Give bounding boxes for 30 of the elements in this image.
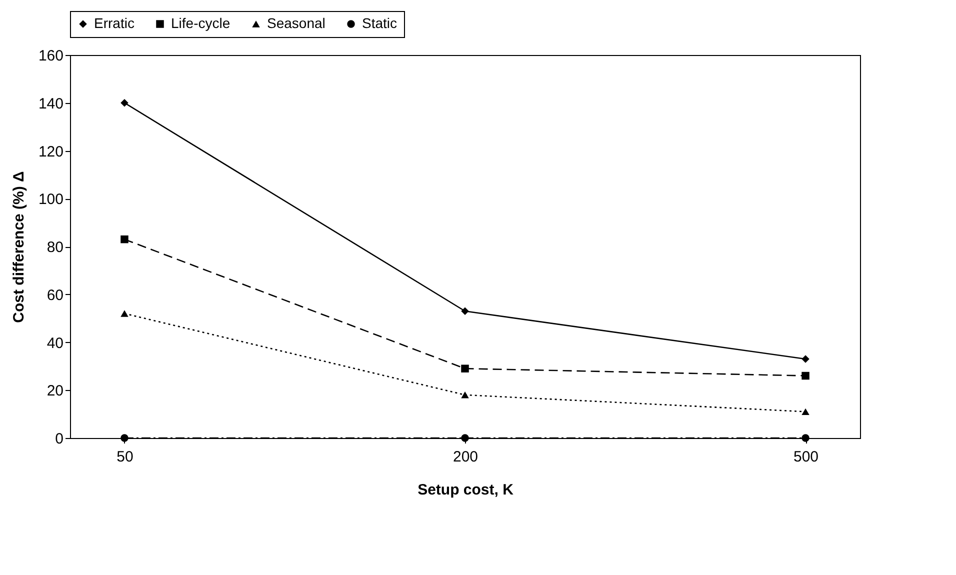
- y-tick-label: 100: [38, 191, 64, 208]
- x-tick-label: 500: [794, 448, 819, 466]
- point: [802, 372, 810, 380]
- point: [120, 310, 128, 317]
- legend-label: Life-cycle: [171, 15, 230, 31]
- legend-label: Erratic: [94, 15, 134, 31]
- point: [461, 434, 469, 442]
- legend-label: Static: [362, 15, 398, 31]
- point: [120, 99, 128, 107]
- point: [120, 434, 128, 442]
- y-tick-label: 80: [46, 239, 64, 256]
- point: [461, 307, 469, 316]
- y-tick-label: 160: [38, 48, 64, 64]
- y-tick-label: 0: [55, 430, 64, 448]
- point: [120, 235, 128, 244]
- point: [461, 392, 469, 398]
- point: [802, 408, 810, 416]
- point: [802, 355, 810, 363]
- x-tick-label: 50: [116, 448, 134, 466]
- x-axis-title: Setup cost, K: [418, 482, 514, 498]
- y-tick-label: 20: [46, 382, 64, 400]
- y-tick-label: 140: [38, 95, 64, 112]
- x-tick-label: 200: [452, 448, 478, 466]
- y-tick-label: 60: [46, 286, 64, 304]
- y-axis-title: Cost difference (%) Δ: [10, 170, 28, 323]
- y-tick-label: 120: [38, 143, 64, 160]
- point: [802, 434, 810, 442]
- point: [461, 364, 469, 372]
- legend-label: Seasonal: [267, 15, 326, 31]
- y-tick-label: 40: [46, 334, 64, 352]
